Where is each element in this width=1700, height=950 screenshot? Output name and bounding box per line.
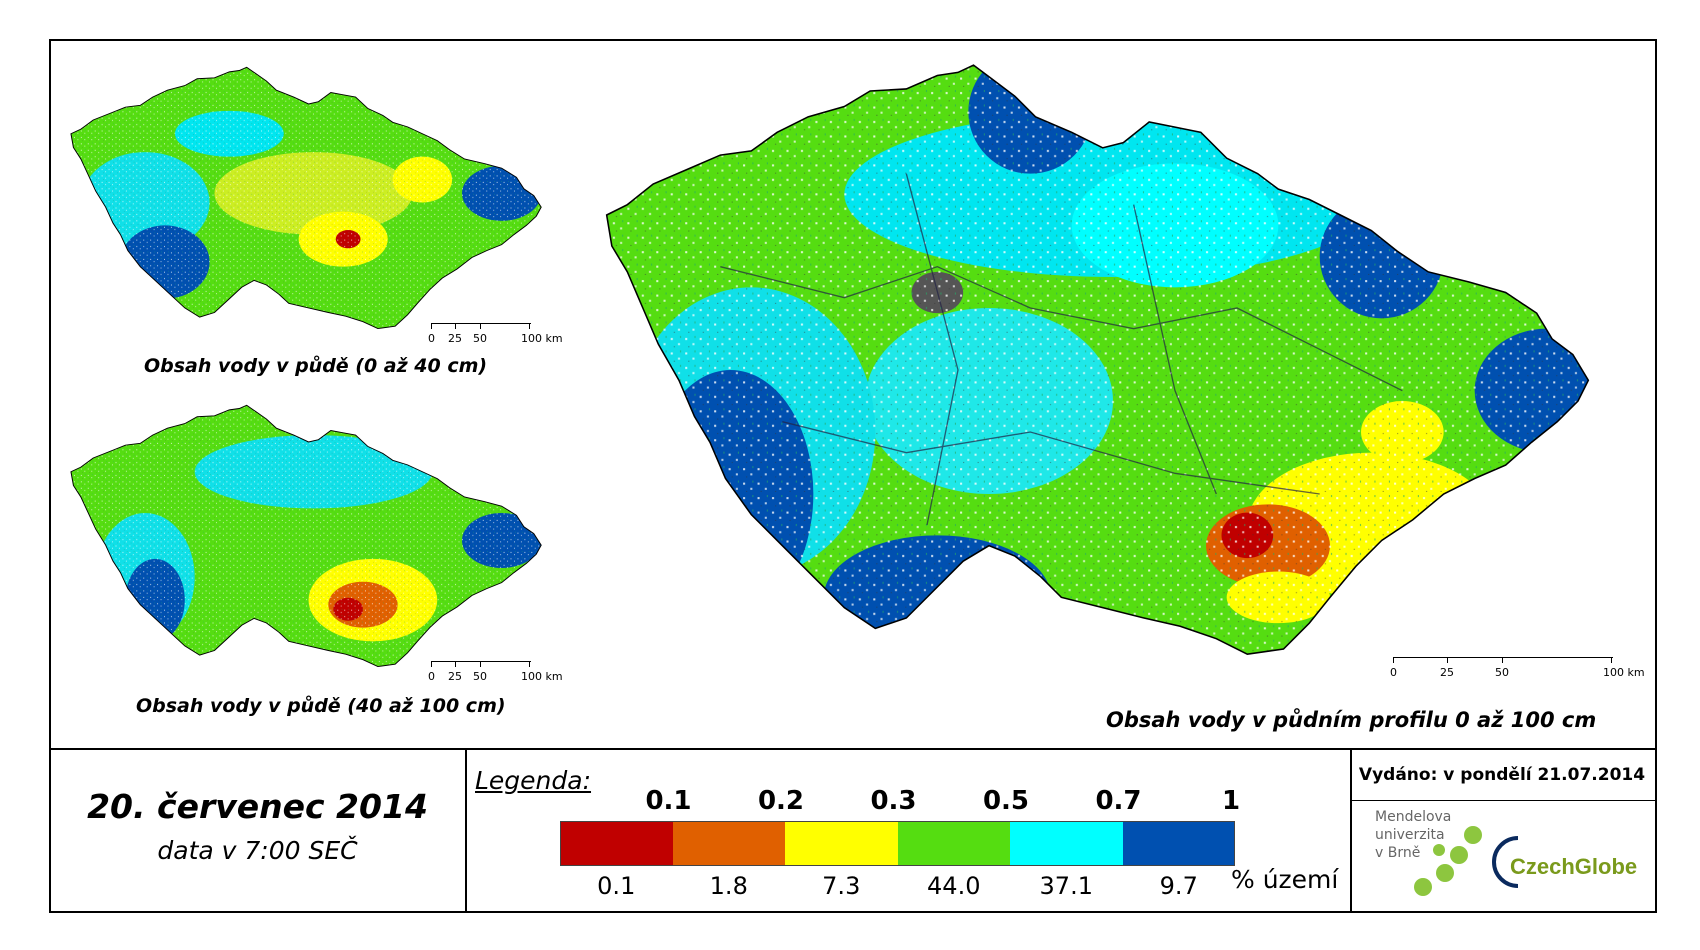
scale-label: 100 km	[521, 670, 563, 683]
map-title-bottom-small: Obsah vody v půdě (40 až 100 cm)	[136, 695, 506, 717]
figure-frame	[49, 39, 1657, 913]
legend-percentage: 1.8	[709, 872, 748, 900]
legend-threshold: 1	[1221, 786, 1241, 816]
legend-threshold: 0.3	[870, 786, 917, 816]
legend-threshold: 0.7	[1095, 786, 1142, 816]
legend-threshold: 0.1	[645, 786, 692, 816]
footer-divider-left	[465, 748, 467, 913]
legend-swatch	[672, 821, 785, 866]
mendel-university-logo: Mendelova univerzita v Brně	[1375, 808, 1451, 862]
footer-divider-right	[1350, 748, 1352, 913]
scale-label: 100 km	[521, 332, 563, 345]
legend-title: Legenda:	[475, 766, 592, 795]
map-bottom-small	[70, 404, 542, 668]
scale-label: 0	[428, 670, 435, 683]
scale-label: 25	[448, 332, 462, 345]
logo-text: univerzita	[1375, 827, 1445, 843]
data-time: data v 7:00 SEČ	[157, 836, 358, 865]
map-title-top-small: Obsah vody v půdě (0 až 40 cm)	[144, 355, 488, 377]
scale-label: 50	[1495, 666, 1509, 679]
map-top-small	[70, 66, 542, 330]
map-large	[605, 64, 1590, 655]
scale-label: 25	[1440, 666, 1454, 679]
legend-swatch	[1010, 821, 1123, 866]
issued-date: Vydáno: v pondělí 21.07.2014	[1358, 765, 1646, 785]
legend-percentage: 37.1	[1039, 872, 1093, 900]
legend-percentage: 44.0	[927, 872, 981, 900]
logo-text: Mendelova	[1375, 809, 1452, 825]
czechglobe-logo: CzechGlobe	[1492, 836, 1637, 888]
legend-swatch	[560, 821, 673, 866]
map-title-large: Obsah vody v půdním profilu 0 až 100 cm	[1106, 708, 1597, 732]
legend-swatch	[897, 821, 1010, 866]
czechglobe-text: CzechGlobe	[1510, 854, 1637, 879]
scale-label: 0	[1390, 666, 1397, 679]
legend-bar-border	[560, 821, 1235, 866]
legend-swatch	[785, 821, 898, 866]
legend-percentage: 7.3	[822, 872, 861, 900]
legend-percentage: 9.7	[1159, 872, 1198, 900]
report-date: 20. červenec 2014	[87, 787, 428, 826]
legend-threshold: 0.5	[982, 786, 1030, 816]
scale-label: 0	[428, 332, 435, 345]
legend-threshold: 0.2	[757, 786, 805, 816]
scale-label: 50	[473, 670, 487, 683]
mendel-dots-icon	[1414, 826, 1482, 896]
issued-divider	[1350, 800, 1657, 801]
scale-label: 25	[448, 670, 462, 683]
legend-unit: % území	[1231, 865, 1339, 894]
logo-text: v Brně	[1375, 845, 1421, 861]
scale-label: 50	[473, 332, 487, 345]
footer-divider	[49, 748, 1657, 750]
legend-swatch	[1122, 821, 1235, 866]
scale-label: 100 km	[1603, 666, 1645, 679]
legend-percentage: 0.1	[597, 872, 636, 900]
